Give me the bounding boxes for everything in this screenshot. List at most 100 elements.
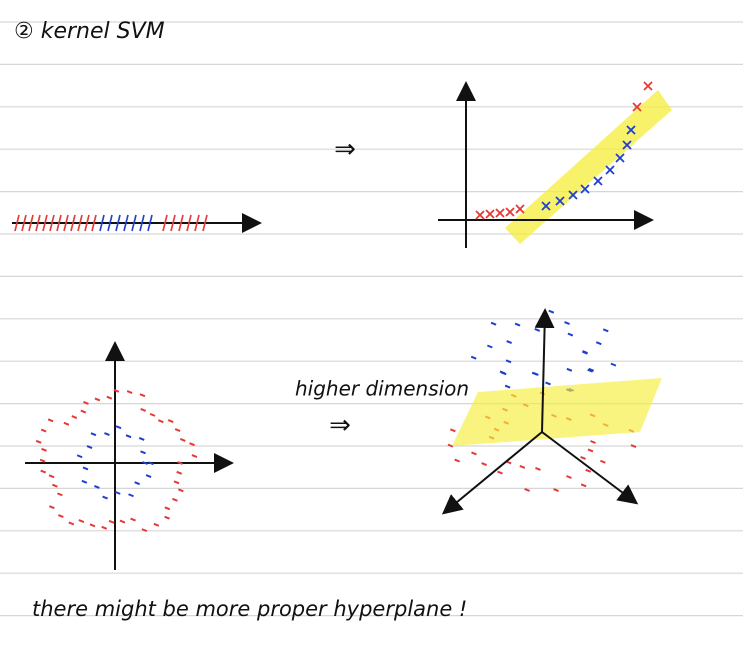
- tick: [91, 214, 97, 232]
- z-axis: [534, 308, 555, 433]
- dash: [128, 493, 134, 498]
- y-axis: [541, 431, 639, 505]
- dash: [486, 344, 493, 349]
- dash: [189, 442, 195, 447]
- dash: [126, 390, 133, 394]
- cross: [622, 140, 632, 150]
- dash: [567, 332, 574, 337]
- cross: [475, 210, 485, 220]
- label: higher dimension: [295, 377, 469, 401]
- dash: [497, 470, 503, 475]
- dash: [504, 384, 511, 389]
- dash: [587, 368, 594, 373]
- dash: [630, 444, 637, 448]
- tick: [123, 214, 129, 232]
- tick: [21, 214, 27, 232]
- dash: [138, 436, 145, 441]
- dash: [176, 470, 183, 475]
- dash: [89, 523, 96, 528]
- tick: [139, 214, 145, 232]
- tick: [84, 214, 90, 232]
- dash: [90, 432, 97, 437]
- dash: [157, 419, 164, 424]
- dash: [76, 454, 83, 459]
- tick: [42, 214, 48, 232]
- tick: [56, 214, 62, 232]
- dash: [548, 309, 555, 314]
- dash: [113, 388, 120, 393]
- dash: [148, 461, 154, 466]
- dash: [534, 328, 541, 332]
- dash: [86, 445, 93, 450]
- dash: [94, 397, 101, 402]
- dash: [81, 479, 88, 484]
- dash: [582, 350, 588, 355]
- dash: [590, 440, 596, 444]
- dash: [102, 495, 108, 500]
- dash: [580, 456, 586, 460]
- dash: [535, 466, 541, 471]
- dash: [40, 428, 47, 433]
- cross: [615, 153, 625, 163]
- dash: [106, 395, 113, 400]
- dash: [78, 519, 85, 523]
- dash: [545, 381, 551, 386]
- dash: [80, 409, 87, 414]
- dash: [52, 483, 58, 488]
- dash: [481, 462, 487, 467]
- cross: [568, 190, 578, 200]
- dash: [48, 505, 55, 510]
- dash: [553, 488, 559, 492]
- dash: [39, 458, 46, 463]
- cross: [593, 176, 603, 186]
- dash: [48, 474, 55, 479]
- dash: [108, 519, 115, 524]
- tick: [99, 214, 105, 232]
- dash: [130, 517, 136, 522]
- cross: [495, 208, 505, 218]
- dash: [602, 328, 609, 333]
- dash: [82, 466, 89, 471]
- tick: [186, 214, 192, 232]
- dash: [125, 434, 132, 439]
- dash: [115, 425, 122, 430]
- dash: [104, 432, 110, 437]
- tick: [202, 214, 208, 232]
- tick: [178, 214, 184, 232]
- 1d-points: [14, 214, 208, 232]
- dash: [101, 525, 108, 530]
- dash: [490, 321, 497, 326]
- cross: [643, 81, 653, 91]
- dash: [564, 321, 570, 325]
- arrow-symbol: ⇒: [334, 135, 356, 165]
- tick: [28, 214, 34, 232]
- cross: [605, 165, 615, 175]
- tick: [131, 214, 137, 232]
- arrow-symbol: ⇒: [329, 411, 351, 441]
- ruled-lines: [0, 21, 743, 617]
- dash: [41, 447, 47, 452]
- dash: [142, 461, 148, 465]
- dash: [470, 355, 477, 360]
- dash: [40, 469, 47, 474]
- dash: [566, 475, 572, 479]
- dash: [119, 519, 126, 524]
- cross: [580, 184, 590, 194]
- dash: [114, 490, 121, 495]
- cross: [485, 209, 495, 219]
- tick: [162, 214, 168, 232]
- cross: [505, 207, 515, 217]
- dash: [610, 362, 617, 367]
- dash: [173, 480, 180, 485]
- dash: [179, 438, 186, 442]
- tick: [115, 214, 121, 232]
- dash: [587, 448, 594, 453]
- dash: [134, 481, 141, 486]
- dash: [524, 488, 530, 492]
- dash: [139, 393, 146, 398]
- note: there might be more proper hyperplane !: [32, 597, 467, 621]
- dash: [531, 371, 538, 376]
- dash: [588, 367, 595, 372]
- dash: [167, 419, 174, 424]
